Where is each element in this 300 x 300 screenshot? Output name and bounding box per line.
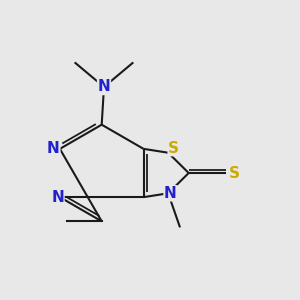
Text: N: N [164, 186, 177, 201]
Text: S: S [229, 166, 240, 181]
Text: N: N [47, 141, 60, 156]
Text: N: N [98, 80, 110, 94]
Text: S: S [168, 141, 179, 156]
Text: N: N [51, 190, 64, 205]
